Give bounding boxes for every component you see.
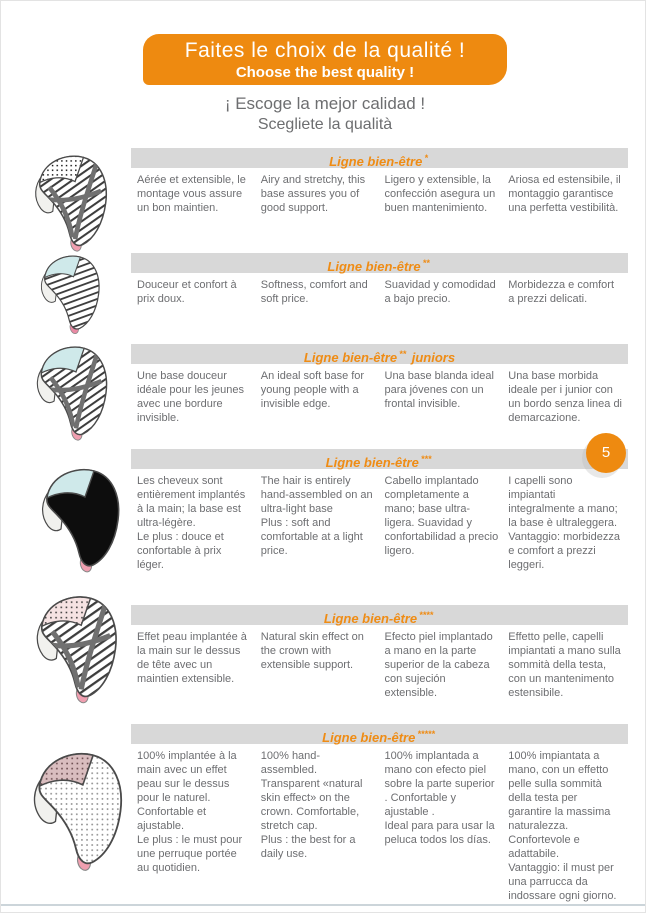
- wig-cap-pink-dotted-top-crossband-icon: [36, 596, 117, 704]
- banner-title-fr: Faites le choix de la qualité !: [184, 39, 466, 62]
- wig-cap-blue-top-crossband-icon: [36, 346, 108, 441]
- section-title-3: Ligne bien-être ** juniors: [303, 349, 456, 366]
- section-1-columns: Aérée et extensible, le montage vous ass…: [131, 168, 628, 215]
- section-2-text-fr: Douceur et confort à prix doux.: [137, 279, 237, 305]
- wig-cap-full-dotted-skin-effect-icon: [33, 753, 123, 871]
- section-3-text-it: Una base morbida ideale per i junior con…: [508, 370, 622, 424]
- quality-banner: Faites le choix de la qualité ! Choose t…: [143, 34, 507, 85]
- section-6-text-en: 100% hand-assembled. Transparent «natura…: [260, 750, 363, 860]
- section-2-columns: Douceur et confort à prix doux. Softness…: [131, 273, 628, 306]
- section-title-4: Ligne bien-être ***: [325, 454, 432, 471]
- section-3-text-es: Una base blanda ideal para jóvenes con u…: [384, 370, 494, 410]
- footer-divider: [1, 904, 645, 906]
- section-header-5: Ligne bien-être ****: [131, 605, 628, 627]
- section-5-text-es: Efecto piel implantado a mano en la part…: [384, 631, 493, 699]
- section-4-text-it: I capelli sono impiantati integralmente …: [508, 475, 620, 571]
- section-4-text-fr: Les cheveux sont entièrement implantés à…: [137, 475, 246, 571]
- section-3-text-en: An ideal soft base for young people with…: [260, 370, 365, 410]
- section-5-text-fr: Effet peau implantée à la main sur le de…: [137, 631, 247, 685]
- section-header-1: Ligne bien-être *: [131, 148, 628, 170]
- page-number-badge: 5: [586, 433, 626, 473]
- subtitle-es: ¡ Escoge la mejor calidad !: [224, 94, 426, 113]
- section-title-5: Ligne bien-être ****: [323, 610, 434, 627]
- section-6-columns: 100% implantée à la main avec un effet p…: [131, 744, 628, 903]
- section-1-text-it: Ariosa ed estensibile, il montaggio gara…: [508, 174, 621, 214]
- section-5-text-it: Effetto pelle, capelli impiantati a mano…: [508, 631, 621, 699]
- section-1-text-es: Ligero y extensible, la confección asegu…: [384, 174, 496, 214]
- section-6-text-es: 100% implantada a mano con efecto piel s…: [384, 750, 495, 846]
- section-header-2: Ligne bien-être **: [131, 253, 628, 275]
- section-1-text-fr: Aérée et extensible, le montage vous ass…: [137, 174, 246, 214]
- section-3-text-fr: Une base douceur idéale pour les jeunes …: [137, 370, 245, 424]
- section-4-text-en: The hair is entirely hand-assembled on a…: [260, 475, 373, 557]
- section-1-text-en: Airy and stretchy, this base assures you…: [260, 174, 366, 214]
- section-3-columns: Une base douceur idéale pour les jeunes …: [131, 364, 628, 425]
- section-title-6: Ligne bien-être *****: [322, 729, 435, 746]
- wig-cap-blue-top-black-body-icon: [42, 469, 120, 573]
- section-6-text-fr: 100% implantée à la main avec un effet p…: [137, 750, 243, 874]
- section-2-text-it: Morbidezza e comfort a prezzi delicati.: [508, 279, 615, 305]
- section-5-text-en: Natural skin effect on the crown with ex…: [260, 631, 364, 671]
- section-4-columns: Les cheveux sont entièrement implantés à…: [131, 469, 628, 572]
- subtitle-it: Scegliete la qualità: [257, 116, 393, 133]
- section-4-text-es: Cabello implantado completamente a mano;…: [384, 475, 499, 557]
- wig-cap-dotted-mesh-top-icon: [35, 155, 108, 252]
- section-title-2: Ligne bien-être **: [327, 258, 430, 275]
- section-header-3: Ligne bien-être ** juniors: [131, 344, 628, 366]
- section-header-6: Ligne bien-être *****: [131, 724, 628, 746]
- wig-cap-blue-top-striped-icon: [40, 255, 100, 335]
- section-2-text-en: Softness, comfort and soft price.: [260, 279, 368, 305]
- banner-title-en: Choose the best quality !: [235, 64, 415, 81]
- section-6-text-it: 100% impiantata a mano, con un effetto p…: [508, 750, 617, 902]
- section-2-text-es: Suavidad y comodidad a bajo precio.: [384, 279, 496, 305]
- section-5-columns: Effet peau implantée à la main sur le de…: [131, 625, 628, 700]
- section-header-4: Ligne bien-être ***: [131, 449, 628, 471]
- section-title-1: Ligne bien-être *: [329, 153, 428, 170]
